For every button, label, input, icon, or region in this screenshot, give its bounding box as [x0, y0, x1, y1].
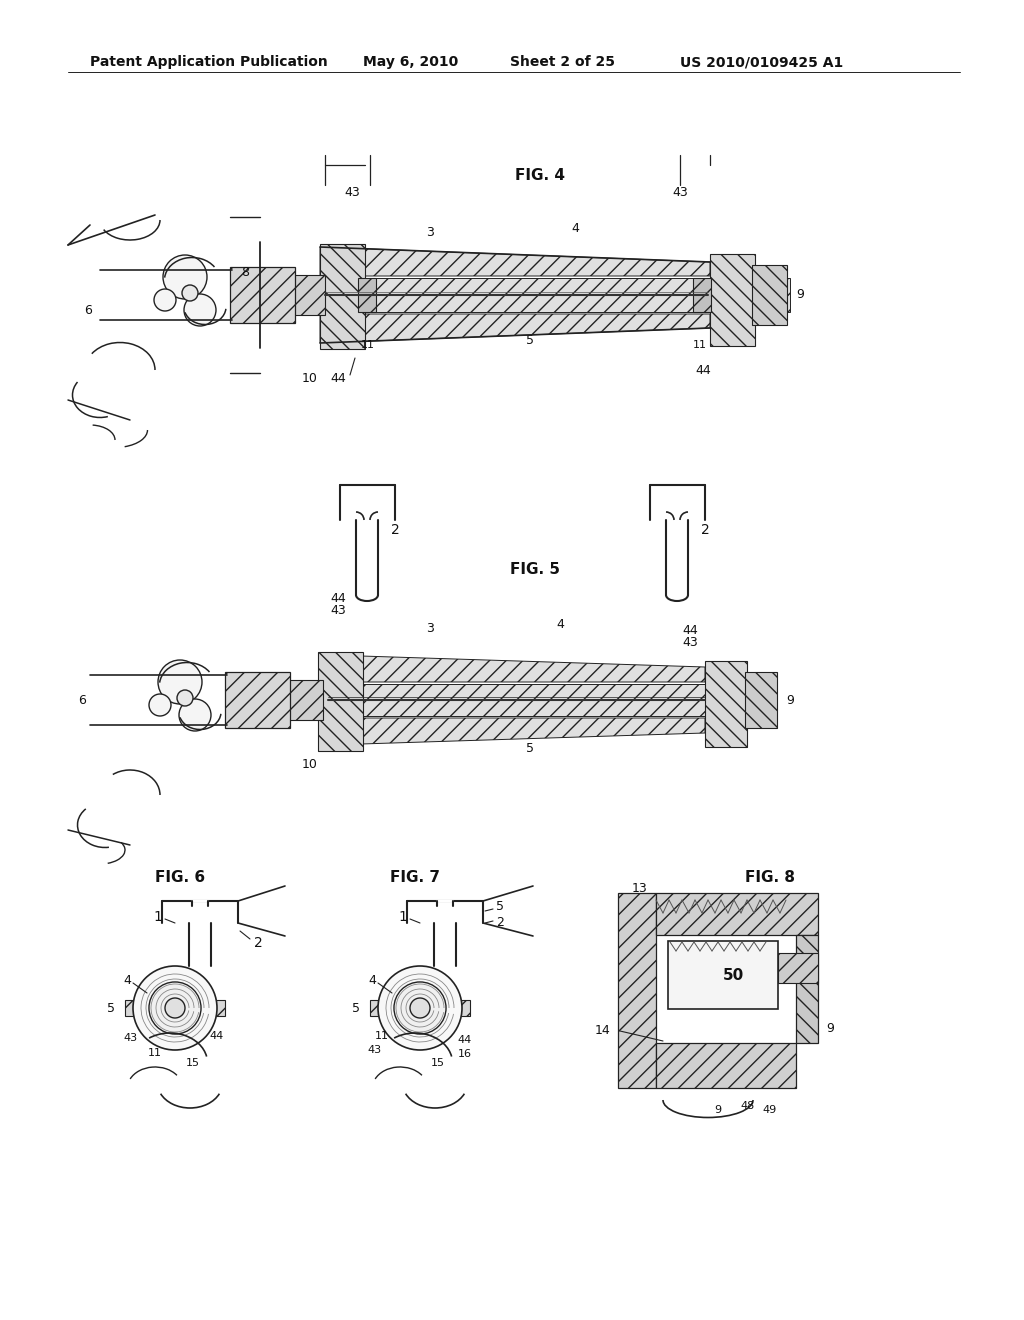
Text: Patent Application Publication: Patent Application Publication [90, 55, 328, 69]
Circle shape [158, 660, 202, 704]
Text: 43: 43 [330, 605, 346, 618]
Bar [318, 652, 362, 751]
Circle shape [148, 982, 201, 1034]
Text: 5: 5 [106, 1002, 115, 1015]
Polygon shape [668, 941, 778, 1008]
Bar [745, 672, 777, 729]
Text: 15: 15 [431, 1059, 445, 1068]
Bar [370, 1001, 470, 1016]
Circle shape [150, 694, 171, 715]
Text: 10: 10 [302, 371, 317, 384]
Text: 43: 43 [682, 636, 698, 649]
Text: 9: 9 [786, 693, 794, 706]
Bar [656, 1043, 796, 1088]
Circle shape [179, 700, 211, 731]
Circle shape [184, 294, 216, 326]
Text: 44: 44 [330, 593, 346, 606]
Text: 44: 44 [330, 371, 346, 384]
Text: 44: 44 [458, 1035, 472, 1045]
Text: 9: 9 [796, 289, 804, 301]
Bar [290, 275, 325, 315]
Text: 1: 1 [398, 909, 408, 924]
Bar [656, 894, 818, 935]
Circle shape [182, 285, 198, 301]
Text: 4: 4 [123, 974, 131, 986]
Bar [710, 253, 755, 346]
Text: 11: 11 [693, 341, 707, 350]
Circle shape [394, 982, 446, 1034]
Bar [358, 279, 376, 312]
Circle shape [410, 998, 430, 1018]
Text: 44: 44 [695, 363, 711, 376]
Bar [693, 279, 711, 312]
Bar [225, 672, 290, 729]
Bar [796, 935, 818, 1043]
Circle shape [163, 255, 207, 300]
Text: 3: 3 [426, 622, 434, 635]
Text: 16: 16 [458, 1049, 472, 1059]
Text: 43: 43 [344, 186, 359, 199]
Text: 5: 5 [496, 899, 504, 912]
Circle shape [165, 998, 185, 1018]
Text: 11: 11 [361, 341, 375, 350]
Circle shape [154, 289, 176, 312]
Text: 10: 10 [302, 759, 317, 771]
Text: FIG. 4: FIG. 4 [515, 168, 565, 182]
Text: Sheet 2 of 25: Sheet 2 of 25 [510, 55, 615, 69]
Text: 5: 5 [526, 742, 534, 755]
Text: 9: 9 [715, 1105, 722, 1115]
Text: 5: 5 [526, 334, 534, 346]
Text: FIG. 5: FIG. 5 [510, 562, 560, 578]
Text: 6: 6 [84, 304, 92, 317]
Bar [125, 1001, 225, 1016]
Text: 3: 3 [426, 226, 434, 239]
Text: 43: 43 [672, 186, 688, 199]
Text: 11: 11 [375, 1031, 389, 1041]
Text: 2: 2 [390, 523, 399, 537]
Bar [288, 680, 323, 719]
Bar [319, 279, 790, 312]
Text: 4: 4 [571, 222, 579, 235]
Text: 4: 4 [556, 618, 564, 631]
Bar [330, 684, 775, 715]
Text: 11: 11 [148, 1048, 162, 1059]
Bar [319, 244, 365, 348]
Text: US 2010/0109425 A1: US 2010/0109425 A1 [680, 55, 843, 69]
Text: 44: 44 [210, 1031, 224, 1041]
Bar [618, 894, 656, 1088]
Text: 44: 44 [682, 624, 698, 638]
Bar [705, 661, 746, 747]
Text: 43: 43 [123, 1034, 137, 1043]
Text: May 6, 2010: May 6, 2010 [362, 55, 459, 69]
Polygon shape [330, 718, 705, 744]
Text: 43: 43 [368, 1045, 382, 1055]
Text: 5: 5 [352, 1002, 360, 1015]
Circle shape [133, 966, 217, 1049]
Polygon shape [319, 314, 710, 343]
Text: 2: 2 [254, 936, 262, 950]
Text: 13: 13 [632, 882, 648, 895]
Bar [230, 267, 295, 323]
Text: 2: 2 [496, 916, 504, 929]
Circle shape [378, 966, 462, 1049]
Text: 49: 49 [763, 1105, 777, 1115]
Text: 1: 1 [154, 909, 163, 924]
Text: 48: 48 [741, 1101, 755, 1111]
Text: 6: 6 [78, 693, 86, 706]
Text: FIG. 6: FIG. 6 [155, 870, 205, 886]
Text: 14: 14 [594, 1024, 610, 1038]
Text: 4: 4 [368, 974, 376, 986]
Circle shape [177, 690, 193, 706]
Text: 9: 9 [826, 1022, 834, 1035]
Polygon shape [319, 247, 710, 276]
Text: FIG. 8: FIG. 8 [745, 870, 795, 886]
Bar [752, 265, 787, 325]
Text: 50: 50 [722, 969, 743, 983]
Text: 15: 15 [186, 1059, 200, 1068]
Polygon shape [330, 655, 705, 682]
Bar [778, 953, 818, 983]
Text: 8: 8 [241, 267, 249, 280]
Text: FIG. 7: FIG. 7 [390, 870, 440, 886]
Text: 2: 2 [700, 523, 710, 537]
